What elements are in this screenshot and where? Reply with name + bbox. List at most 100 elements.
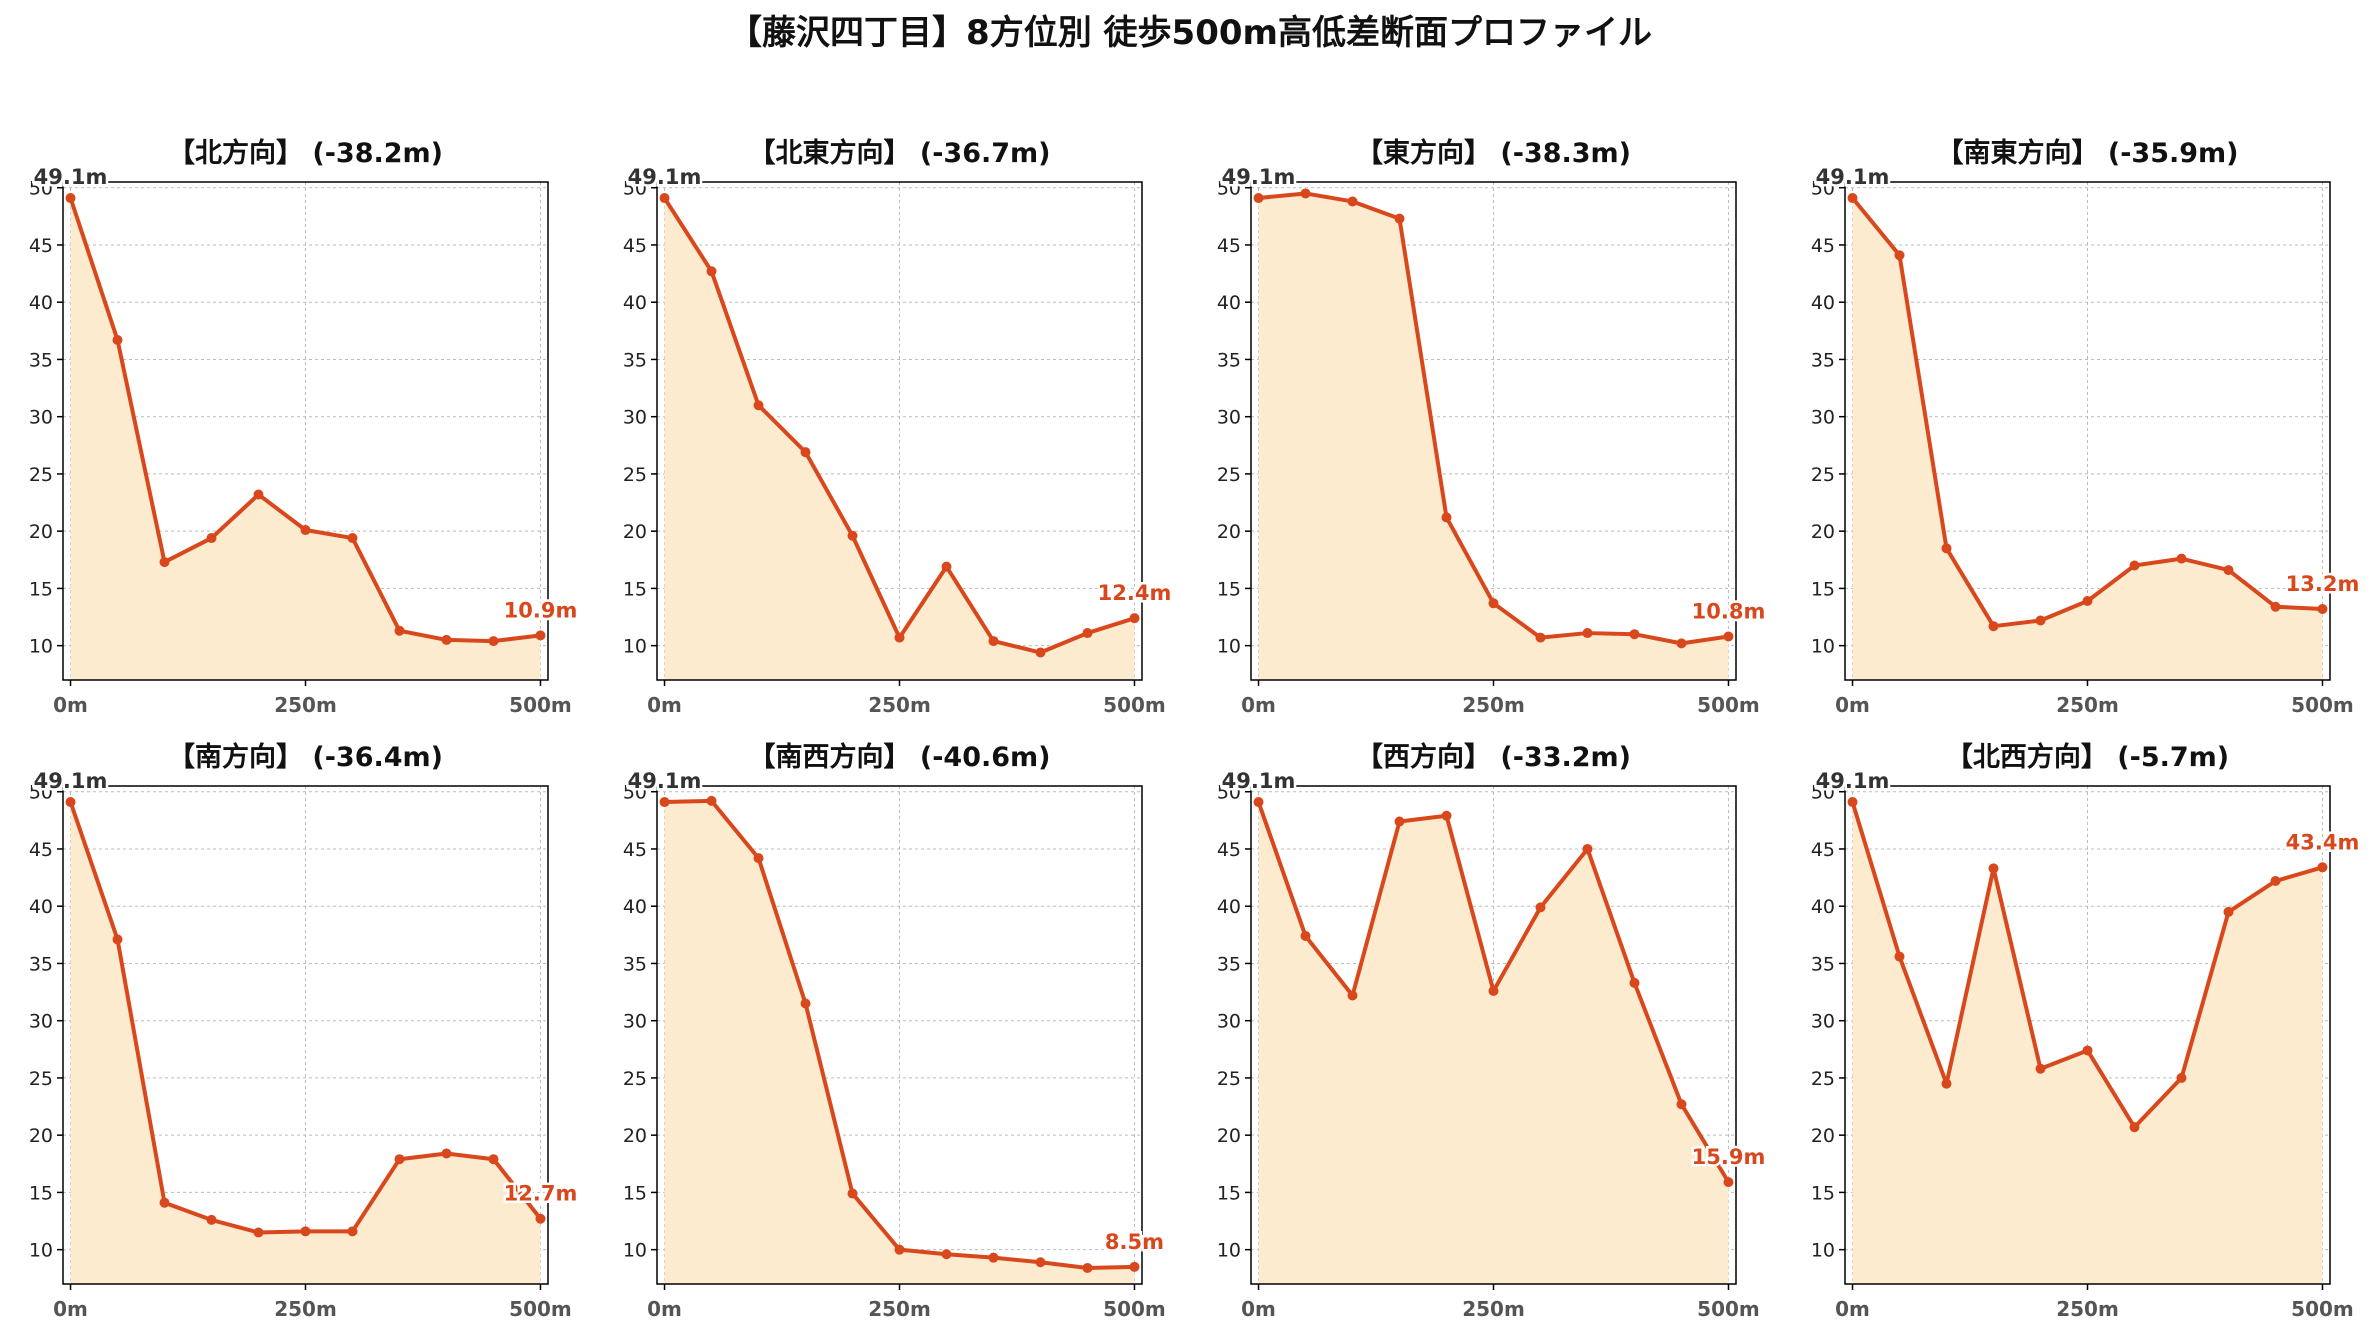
x-tick-label: 0m (1241, 693, 1276, 717)
y-tick-label: 10 (1811, 636, 1835, 658)
y-tick-label: 35 (1217, 953, 1241, 975)
y-tick-label: 10 (29, 1240, 53, 1262)
x-tick-label: 250m (2056, 693, 2119, 717)
data-point (847, 530, 858, 541)
y-tick-label: 35 (623, 953, 647, 975)
x-tick-label: 0m (647, 1297, 682, 1321)
data-point (894, 632, 905, 643)
y-tick-label: 20 (623, 521, 647, 543)
data-point (1941, 543, 1952, 554)
start-elevation-label: 49.1m (34, 165, 108, 189)
x-tick-label: 0m (1835, 693, 1870, 717)
y-tick-label: 40 (29, 292, 53, 314)
y-tick-label: 25 (623, 464, 647, 486)
data-point (300, 525, 311, 536)
data-point (394, 625, 405, 636)
data-point (1300, 188, 1311, 199)
y-tick-label: 20 (1811, 1125, 1835, 1147)
elevation-area (664, 198, 1135, 680)
elevation-area (1852, 802, 2323, 1284)
y-tick-label: 50 (1217, 782, 1241, 804)
y-tick-label: 40 (1217, 292, 1241, 314)
x-tick-label: 250m (274, 693, 337, 717)
data-point (1894, 250, 1905, 261)
data-point (159, 1197, 170, 1208)
data-point (253, 1227, 264, 1238)
y-tick-label: 40 (1811, 896, 1835, 918)
end-elevation-label: 15.9m (1692, 1145, 1766, 1169)
y-tick-label: 50 (1217, 178, 1241, 200)
y-tick-label: 45 (29, 839, 53, 861)
data-point (2082, 596, 2093, 607)
data-point (1035, 647, 1046, 658)
y-tick-label: 35 (1217, 349, 1241, 371)
y-tick-label: 10 (1217, 1240, 1241, 1262)
x-tick-label: 250m (1462, 1297, 1525, 1321)
data-point (847, 1188, 858, 1199)
y-tick-label: 20 (1217, 1125, 1241, 1147)
data-point (659, 193, 670, 204)
data-point (1253, 193, 1264, 204)
x-tick-label: 250m (868, 1297, 931, 1321)
y-tick-label: 25 (1811, 464, 1835, 486)
data-point (1988, 863, 1999, 874)
y-tick-label: 45 (1217, 235, 1241, 257)
data-point (2270, 601, 2281, 612)
data-point (1988, 621, 1999, 632)
y-tick-label: 30 (1811, 407, 1835, 429)
y-tick-label: 40 (1217, 896, 1241, 918)
data-point (1723, 1177, 1734, 1188)
data-point (1441, 512, 1452, 523)
x-tick-label: 500m (2291, 693, 2354, 717)
data-point (1129, 613, 1140, 624)
data-point (1894, 951, 1905, 962)
y-tick-label: 10 (623, 1240, 647, 1262)
data-point (2129, 560, 2140, 571)
data-point (441, 634, 452, 645)
elevation-area (1852, 198, 2323, 680)
y-tick-label: 25 (29, 1068, 53, 1090)
data-point (1394, 816, 1405, 827)
data-point (2223, 906, 2234, 917)
data-point (112, 934, 123, 945)
panel-title: 【北方向】 (-38.2m) (168, 137, 443, 169)
end-elevation-label: 8.5m (1105, 1230, 1164, 1254)
y-tick-label: 50 (623, 782, 647, 804)
data-point (1082, 628, 1093, 639)
data-point (1847, 193, 1858, 204)
y-tick-label: 15 (1217, 1182, 1241, 1204)
y-tick-label: 15 (1811, 1182, 1835, 1204)
start-elevation-label: 49.1m (1816, 165, 1890, 189)
data-point (941, 561, 952, 572)
data-point (347, 533, 358, 544)
data-point (2317, 604, 2328, 615)
panel-title: 【南西方向】 (-40.6m) (748, 741, 1050, 773)
data-point (2129, 1122, 2140, 1133)
y-tick-label: 30 (1217, 1011, 1241, 1033)
data-point (206, 1214, 217, 1225)
elevation-area (70, 198, 541, 680)
data-point (1847, 797, 1858, 808)
y-tick-label: 35 (29, 953, 53, 975)
y-tick-label: 45 (623, 235, 647, 257)
data-point (1394, 213, 1405, 224)
data-point (535, 1213, 546, 1224)
data-point (1347, 196, 1358, 207)
x-tick-label: 0m (53, 1297, 88, 1321)
data-point (1941, 1078, 1952, 1089)
x-tick-label: 500m (1697, 693, 1760, 717)
y-tick-label: 45 (1811, 839, 1835, 861)
start-elevation-label: 49.1m (628, 769, 702, 793)
data-point (2082, 1045, 2093, 1056)
start-elevation-label: 49.1m (1816, 769, 1890, 793)
x-tick-label: 500m (2291, 1297, 2354, 1321)
data-point (300, 1226, 311, 1237)
y-tick-label: 20 (1217, 521, 1241, 543)
data-point (206, 533, 217, 544)
